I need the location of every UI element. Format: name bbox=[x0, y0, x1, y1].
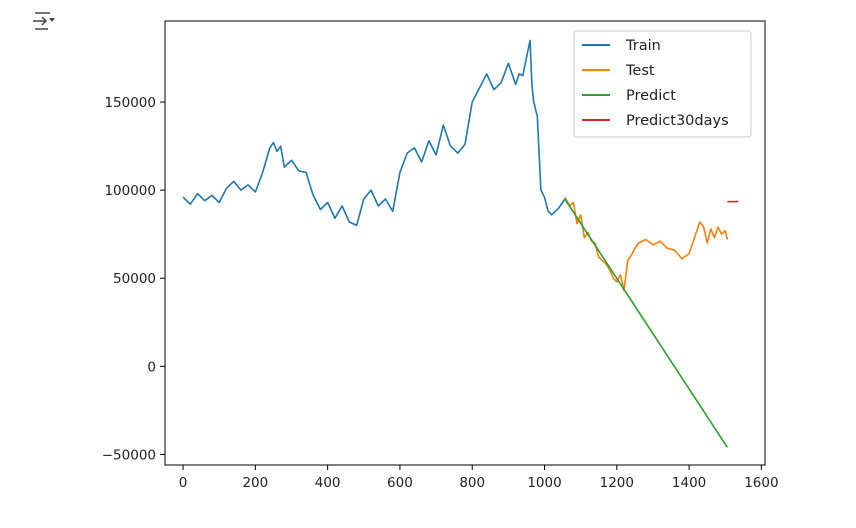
legend-box bbox=[573, 30, 752, 138]
series-line-test bbox=[564, 196, 729, 292]
legend: Train Test Predict Predict30days bbox=[573, 30, 752, 138]
output-collapse-icon[interactable] bbox=[30, 10, 56, 34]
x-tick-label: 0 bbox=[179, 475, 188, 491]
legend-label-predict30days: Predict30days bbox=[626, 113, 729, 129]
x-tick-label: 1000 bbox=[527, 475, 561, 491]
legend-label-train: Train bbox=[625, 38, 661, 54]
legend-label-predict: Predict bbox=[626, 88, 676, 104]
y-tick-label: −50000 bbox=[102, 447, 156, 463]
x-tick-label: 1600 bbox=[744, 475, 778, 491]
x-tick-label: 400 bbox=[315, 475, 341, 491]
y-axis: −50000 0 50000 100000 150000 bbox=[102, 95, 165, 463]
y-tick-label: 100000 bbox=[104, 183, 156, 199]
series-line-predict bbox=[564, 198, 729, 448]
plot-area bbox=[182, 39, 739, 448]
x-tick-label: 600 bbox=[387, 475, 413, 491]
legend-label-test: Test bbox=[625, 63, 655, 79]
y-tick-label: 50000 bbox=[113, 271, 156, 287]
plot-frame bbox=[164, 20, 766, 466]
x-tick-label: 1400 bbox=[672, 475, 706, 491]
x-axis: 0 200 400 600 800 1000 1200 1400 1600 bbox=[179, 465, 779, 491]
series-line-train bbox=[182, 39, 566, 227]
x-tick-label: 1200 bbox=[600, 475, 634, 491]
x-tick-label: 200 bbox=[242, 475, 268, 491]
y-tick-label: 150000 bbox=[104, 95, 156, 111]
x-tick-label: 800 bbox=[459, 475, 485, 491]
y-tick-label: 0 bbox=[147, 359, 156, 375]
